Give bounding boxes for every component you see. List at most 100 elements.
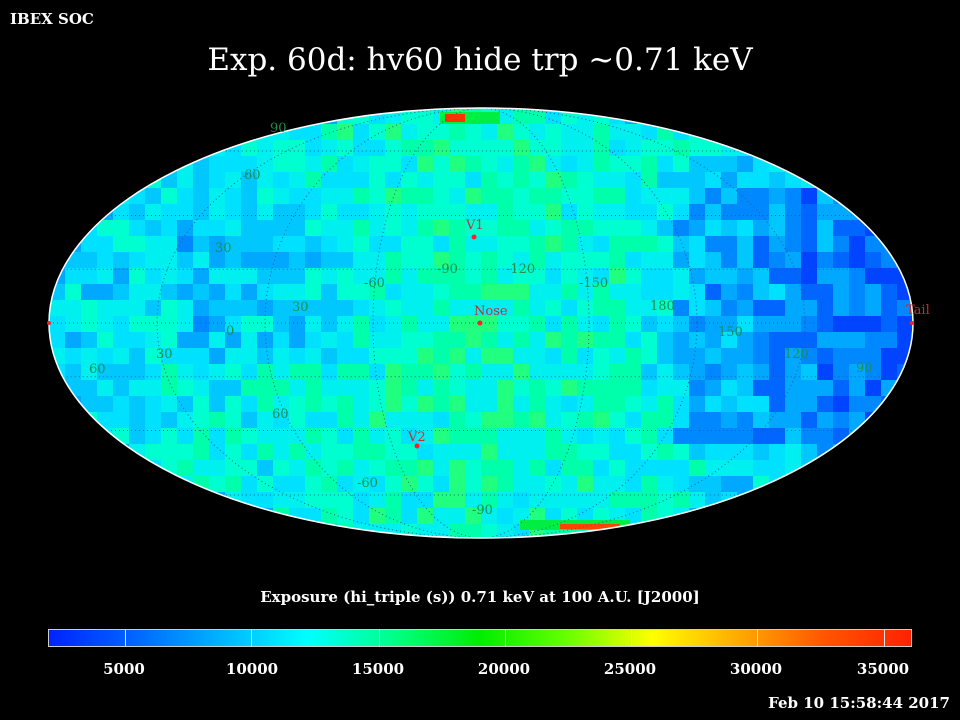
exposure-cell — [273, 156, 289, 172]
exposure-cell — [241, 236, 257, 252]
exposure-cell — [769, 460, 785, 476]
grid-label: 60 — [244, 168, 261, 183]
exposure-cell — [593, 252, 609, 268]
exposure-cell — [833, 364, 849, 380]
exposure-cell — [241, 252, 257, 268]
exposure-cell — [129, 284, 145, 300]
exposure-cell — [97, 268, 113, 284]
exposure-cell — [113, 332, 129, 348]
exposure-cell — [289, 364, 305, 380]
exposure-cell — [529, 172, 545, 188]
exposure-cell — [641, 140, 657, 156]
exposure-cell — [305, 332, 321, 348]
exposure-cell — [337, 380, 353, 396]
exposure-cell — [353, 364, 369, 380]
exposure-cell — [609, 300, 625, 316]
exposure-cell — [113, 364, 129, 380]
exposure-cell — [369, 124, 385, 140]
exposure-cell — [385, 300, 401, 316]
exposure-cell — [561, 444, 577, 460]
exposure-cell — [609, 220, 625, 236]
exposure-cell — [817, 268, 833, 284]
exposure-cell — [529, 412, 545, 428]
exposure-cell — [385, 412, 401, 428]
exposure-cell — [241, 220, 257, 236]
exposure-cell — [401, 412, 417, 428]
exposure-cell — [673, 284, 689, 300]
exposure-cell — [721, 284, 737, 300]
exposure-cell — [369, 300, 385, 316]
exposure-cell — [449, 300, 465, 316]
exposure-cell — [321, 476, 337, 492]
exposure-cell — [513, 284, 529, 300]
exposure-cell — [433, 124, 449, 140]
exposure-cell — [481, 428, 497, 444]
exposure-cell — [289, 444, 305, 460]
exposure-cell — [513, 188, 529, 204]
exposure-cell — [337, 236, 353, 252]
exposure-cell — [369, 204, 385, 220]
exposure-cell — [145, 220, 161, 236]
exposure-cell — [753, 364, 769, 380]
exposure-cell — [385, 284, 401, 300]
exposure-cell — [321, 508, 337, 524]
exposure-cell — [241, 460, 257, 476]
exposure-cell — [657, 396, 673, 412]
exposure-cell — [785, 252, 801, 268]
exposure-cell — [337, 412, 353, 428]
exposure-cell — [289, 300, 305, 316]
exposure-cell — [577, 380, 593, 396]
exposure-cell — [641, 460, 657, 476]
exposure-cell — [113, 252, 129, 268]
exposure-cell — [449, 172, 465, 188]
v1-marker — [471, 234, 477, 240]
exposure-cell — [273, 204, 289, 220]
exposure-cell — [657, 124, 673, 140]
exposure-cell — [417, 476, 433, 492]
exposure-cell — [289, 396, 305, 412]
exposure-cell — [833, 348, 849, 364]
exposure-cell — [417, 396, 433, 412]
exposure-cell — [705, 332, 721, 348]
exposure-cell — [161, 268, 177, 284]
exposure-cell — [81, 396, 97, 412]
exposure-cell — [129, 316, 145, 332]
exposure-cell — [769, 332, 785, 348]
exposure-cell — [305, 364, 321, 380]
exposure-cell — [785, 348, 801, 364]
exposure-cell — [209, 268, 225, 284]
exposure-cell — [625, 252, 641, 268]
exposure-cell — [177, 364, 193, 380]
exposure-cell — [801, 236, 817, 252]
exposure-cell — [785, 188, 801, 204]
exposure-cell — [609, 124, 625, 140]
exposure-cell — [225, 316, 241, 332]
exposure-cell — [641, 492, 657, 508]
exposure-cell — [689, 316, 705, 332]
exposure-cell — [497, 364, 513, 380]
exposure-cell — [161, 348, 177, 364]
exposure-cell — [273, 188, 289, 204]
exposure-cell — [273, 252, 289, 268]
exposure-cell — [433, 156, 449, 172]
exposure-cell — [305, 284, 321, 300]
exposure-cell — [465, 172, 481, 188]
exposure-cell — [577, 476, 593, 492]
exposure-cell — [641, 284, 657, 300]
exposure-cell — [625, 492, 641, 508]
nose-marker — [477, 320, 483, 326]
exposure-cell — [449, 236, 465, 252]
exposure-cell — [273, 476, 289, 492]
exposure-cell — [785, 300, 801, 316]
exposure-cell — [385, 476, 401, 492]
exposure-cell — [705, 220, 721, 236]
exposure-cell — [449, 412, 465, 428]
exposure-cell — [545, 140, 561, 156]
exposure-cell — [833, 252, 849, 268]
exposure-cell — [849, 396, 865, 412]
exposure-cell — [897, 348, 913, 364]
exposure-cell — [737, 140, 753, 156]
exposure-cell — [785, 316, 801, 332]
exposure-cell — [561, 364, 577, 380]
exposure-cell — [625, 444, 641, 460]
